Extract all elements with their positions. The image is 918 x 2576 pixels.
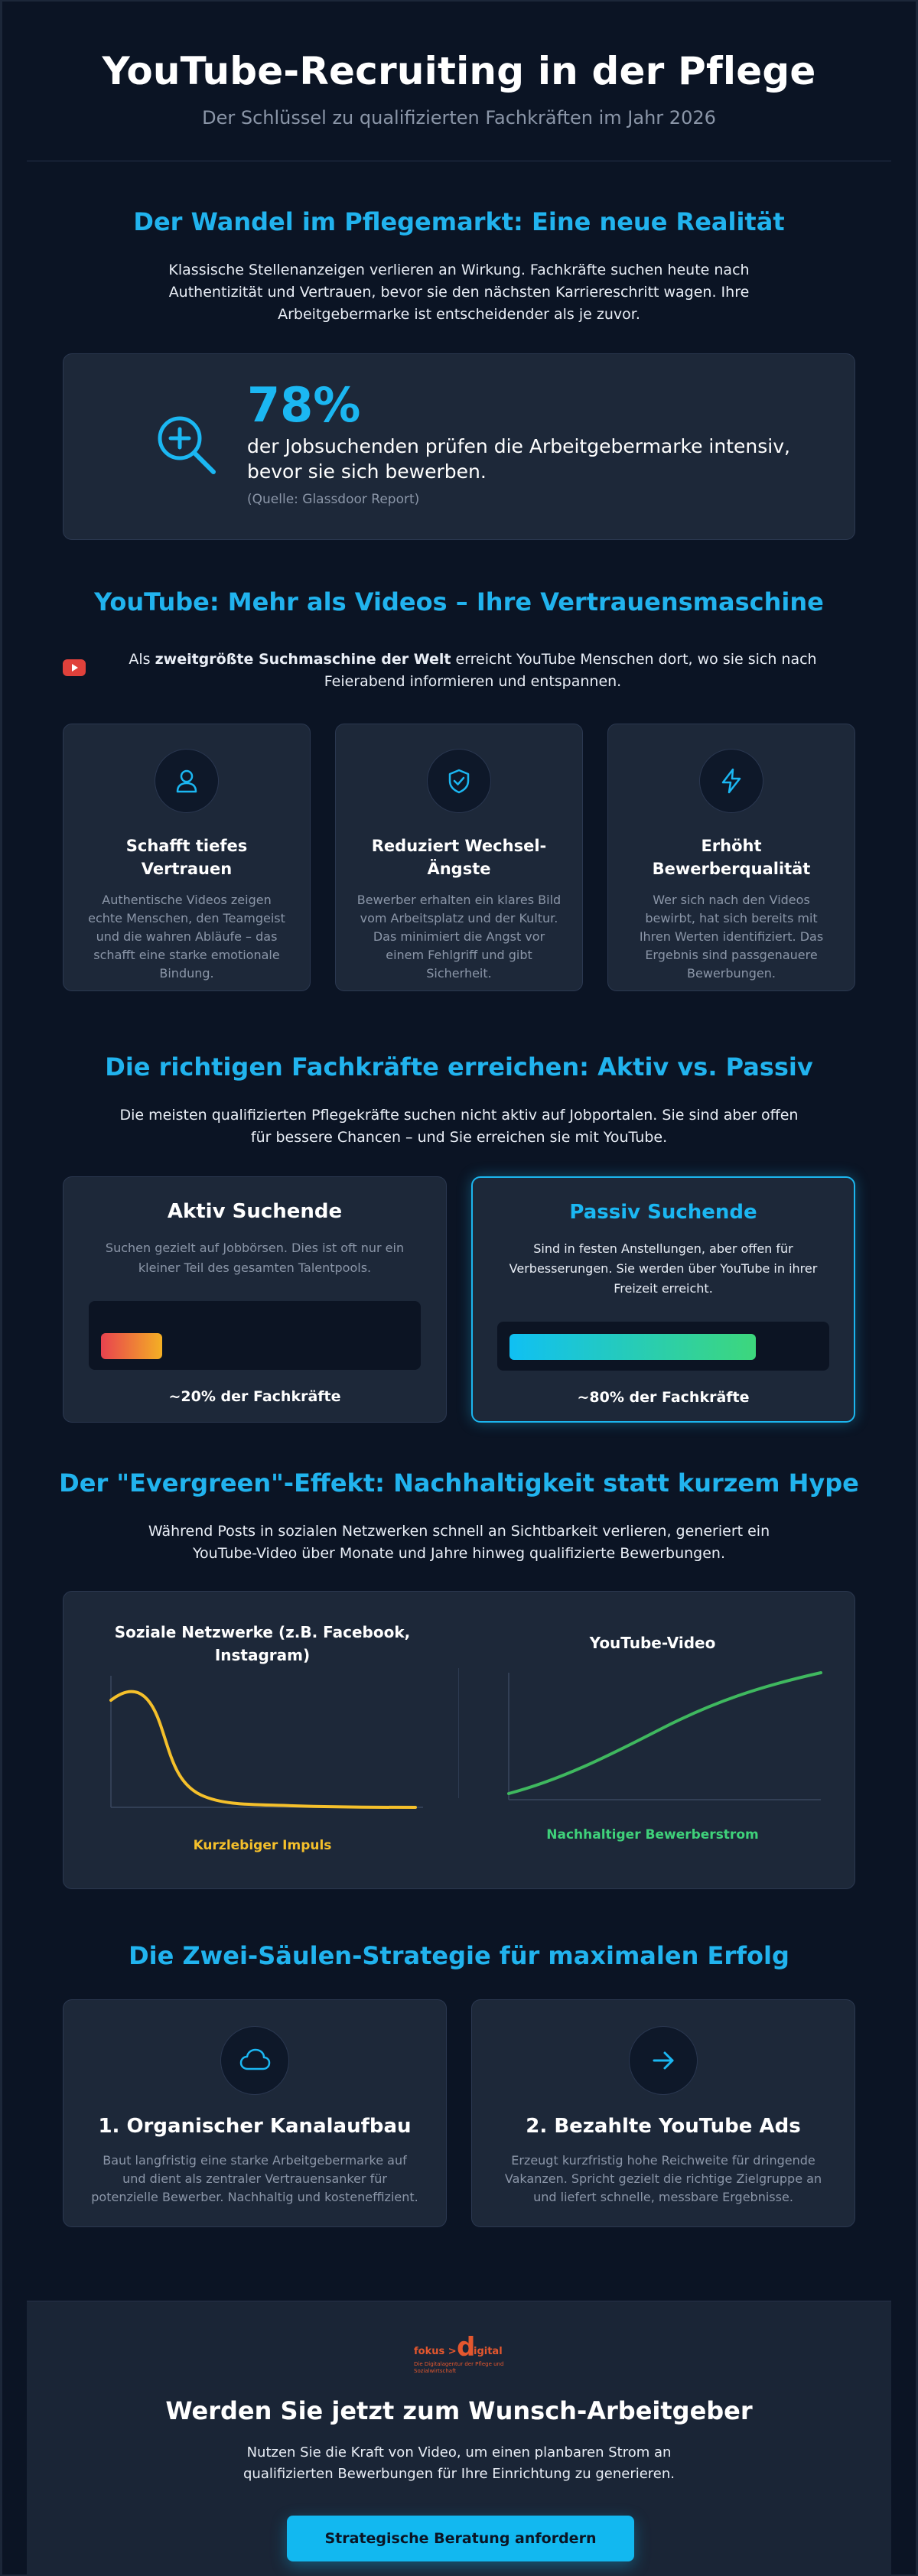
stat-text: der Jobsuchenden prüfen die Arbeitgeberm… xyxy=(247,435,790,483)
agency-logo: fokus > d igital Die Digitalagentur der … xyxy=(414,2332,506,2382)
active-desc: Suchen gezielt auf Jobbörsen. Dies ist o… xyxy=(105,1241,405,1275)
section-intro-youtube: Als zweitgrößte Suchmaschine der Welt er… xyxy=(106,649,840,693)
intro-prefix: Als xyxy=(129,651,155,668)
pillar-title: 2. Bezahlte YouTube Ads xyxy=(526,2115,801,2138)
youtube-chart-title: YouTube-Video xyxy=(589,1634,716,1652)
consultation-request-button[interactable]: Strategische Beratung anfordern xyxy=(287,2516,634,2561)
evergreen-card: Soziale Netzwerke (z.B. Facebook, Instag… xyxy=(63,1591,855,1889)
logo-tagline: Die Digitalagentur der Pflege und Sozial… xyxy=(414,2361,504,2374)
cta-text: Nutzen Sie die Kraft von Video, um einen… xyxy=(243,2444,675,2482)
pillar-desc: Baut langfristig eine starke Arbeitgeber… xyxy=(91,2153,418,2204)
social-decay-line xyxy=(109,1690,417,1809)
active-seekers-card: Aktiv Suchende Suchen gezielt auf Jobbör… xyxy=(63,1176,447,1423)
page-title: YouTube-Recruiting in der Pflege xyxy=(102,49,816,93)
arrow-right-icon xyxy=(653,2051,674,2070)
page-header: YouTube-Recruiting in der Pflege Der Sch… xyxy=(2,2,916,128)
youtube-growth-line xyxy=(507,1671,822,1795)
pillar-card-ads: 2. Bezahlte YouTube Ads Erzeugt kurzfris… xyxy=(471,1999,855,2227)
section-title-evergreen: Der "Evergreen"-Effekt: Nachhaltigkeit s… xyxy=(59,1469,859,1498)
lightning-icon xyxy=(721,768,741,794)
feature-title: Erhöht Bewerberqualität xyxy=(652,837,811,878)
feature-title: Reduziert Wechsel-Ängste xyxy=(371,837,547,878)
section-intro-evergreen: Während Posts in sozialen Netzwerken sch… xyxy=(148,1523,770,1562)
pillar-card-organic: 1. Organischer Kanalaufbau Baut langfris… xyxy=(63,1999,447,2227)
cta-title: Werden Sie jetzt zum Wunsch-Arbeitgeber xyxy=(165,2396,753,2425)
section-intro-active-passive: Die meisten qualifizierten Pflegekräfte … xyxy=(119,1107,799,1146)
search-plus-icon xyxy=(158,416,216,474)
feature-card-trust: Schafft tiefes Vertrauen Authentische Vi… xyxy=(63,724,311,991)
section-intro-market: Klassische Stellenanzeigen verlieren an … xyxy=(168,262,750,323)
social-decay-chart xyxy=(109,1676,423,1809)
intro-suffix: erreicht YouTube Menschen dort, wo sie s… xyxy=(324,651,817,690)
cloud-icon xyxy=(239,2048,271,2070)
stat-card: 78% der Jobsuchenden prüfen die Arbeitge… xyxy=(63,353,855,540)
youtube-intro-row: Als zweitgrößte Suchmaschine der Welt er… xyxy=(63,649,855,693)
page-subtitle: Der Schlüssel zu qualifizierten Fachkräf… xyxy=(202,107,716,128)
passive-bar-fill xyxy=(509,1334,756,1360)
shield-check-icon xyxy=(448,769,470,794)
section-title-market: Der Wandel im Pflegemarkt: Eine neue Rea… xyxy=(133,207,785,236)
social-chart-caption: Kurzlebiger Impuls xyxy=(193,1838,332,1853)
intro-bold: zweitgrößte Suchmaschine der Welt xyxy=(155,651,451,668)
pillar-title: 1. Organischer Kanalaufbau xyxy=(98,2115,412,2138)
pillar-icon-circle xyxy=(629,2026,698,2095)
feature-icon-circle xyxy=(427,749,491,813)
feature-desc: Authentische Videos zeigen echte Mensche… xyxy=(88,893,285,981)
section-title-youtube: YouTube: Mehr als Videos – Ihre Vertraue… xyxy=(94,587,824,616)
passive-title: Passiv Suchende xyxy=(569,1201,757,1224)
passive-seekers-card: Passiv Suchende Sind in festen Anstellun… xyxy=(471,1176,855,1423)
feature-icon-circle xyxy=(699,749,763,813)
feature-desc: Bewerber erhalten ein klares Bild vom Ar… xyxy=(356,893,562,981)
youtube-chart-caption: Nachhaltiger Bewerberstrom xyxy=(546,1827,759,1843)
feature-desc: Wer sich nach den Videos bewirbt, hat si… xyxy=(639,893,824,981)
active-title: Aktiv Suchende xyxy=(167,1200,343,1223)
feature-title: Schafft tiefes Vertrauen xyxy=(125,837,248,878)
logo-part1: fokus > xyxy=(414,2346,457,2357)
cta-section: fokus > d igital Die Digitalagentur der … xyxy=(27,2301,891,2576)
active-share-label: ~20% der Fachkräfte xyxy=(168,1388,341,1405)
stat-number: 78% xyxy=(247,377,361,433)
feature-card-fear: Reduziert Wechsel-Ängste Bewerber erhalt… xyxy=(335,724,583,991)
active-bar-track xyxy=(89,1301,421,1370)
feature-cards: Schafft tiefes Vertrauen Authentische Vi… xyxy=(63,724,855,991)
feature-card-quality: Erhöht Bewerberqualität Wer sich nach de… xyxy=(607,724,855,991)
logo-part3: igital xyxy=(474,2346,503,2357)
section-title-strategy: Die Zwei-Säulen-Strategie für maximalen … xyxy=(129,1941,789,1970)
pillar-cards: 1. Organischer Kanalaufbau Baut langfris… xyxy=(63,1999,855,2227)
stat-source: (Quelle: Glassdoor Report) xyxy=(247,492,420,507)
comparison-cards: Aktiv Suchende Suchen gezielt auf Jobbör… xyxy=(63,1176,855,1423)
feature-icon-circle xyxy=(155,749,219,813)
passive-bar-track xyxy=(497,1322,829,1371)
active-bar-fill xyxy=(101,1333,162,1359)
pillar-desc: Erzeugt kurzfristig hohe Reichweite für … xyxy=(504,2153,822,2204)
youtube-growth-chart xyxy=(507,1671,822,1800)
chart-divider xyxy=(458,1668,459,1798)
pillar-icon-circle xyxy=(220,2026,289,2095)
passive-share-label: ~80% der Fachkräfte xyxy=(577,1389,750,1406)
passive-desc: Sind in festen Anstellungen, aber offen … xyxy=(509,1241,818,1296)
logo-part2: d xyxy=(457,2332,476,2363)
social-chart-title: Soziale Netzwerke (z.B. Facebook, Instag… xyxy=(114,1623,411,1664)
youtube-logo-icon xyxy=(63,659,86,676)
user-icon xyxy=(176,769,197,793)
section-title-active-passive: Die richtigen Fachkräfte erreichen: Akti… xyxy=(105,1052,813,1081)
